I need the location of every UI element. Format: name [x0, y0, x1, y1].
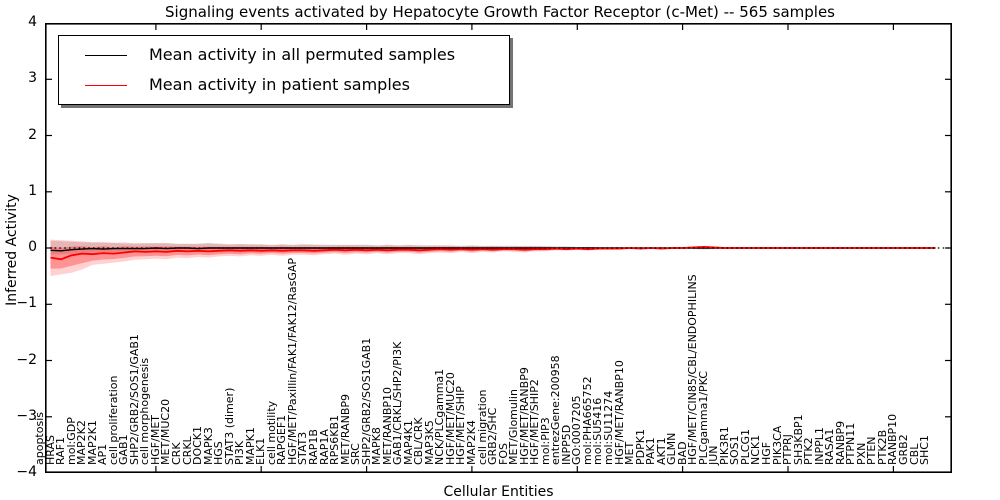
y-tick-label: −1 [16, 295, 37, 312]
y-tick-label: 0 [28, 239, 37, 255]
plot-area: apoptosis HRAS RAF1 mol:GDP MAP2K2 MAP2K1 AP1 c… [16, 14, 952, 500]
y-tick-label: −4 [16, 464, 37, 480]
y-tick-label: 2 [28, 126, 37, 143]
chart-canvas [45, 23, 952, 473]
legend-label-permuted: Mean activity in all permuted samples [149, 45, 456, 64]
legend-label-patient: Mean activity in patient samples [149, 75, 410, 94]
chart-title: Signaling events activated by Hepatocyte… [165, 3, 835, 21]
legend: Mean activity in all permuted samples Me… [58, 35, 510, 105]
y-tick-label: −2 [16, 351, 37, 368]
x-axis-label: Cellular Entities [443, 484, 554, 500]
x-tick-label: SHC1 [918, 435, 931, 465]
y-tick-label: −3 [16, 407, 37, 424]
legend-item-permuted: Mean activity in all permuted samples [71, 45, 497, 65]
y-tick-label: 1 [28, 182, 37, 199]
y-tick-label: 4 [28, 14, 37, 30]
legend-line-red-icon [85, 84, 127, 86]
legend-line-black-icon [85, 54, 127, 56]
y-tick-label: 3 [28, 70, 37, 87]
legend-item-patient: Mean activity in patient samples [71, 75, 497, 95]
